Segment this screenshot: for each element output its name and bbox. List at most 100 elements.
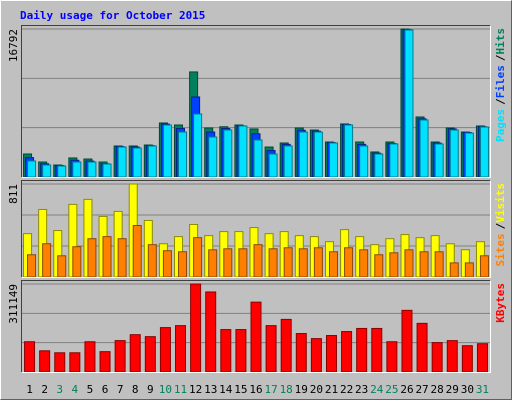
bar: [238, 248, 248, 278]
panel-border-dark: [21, 25, 491, 178]
x-tick-label: 7: [117, 383, 124, 396]
bar: [129, 334, 141, 373]
bar: [132, 147, 142, 178]
bar: [102, 236, 112, 278]
bar: [117, 146, 127, 178]
legend: Sites /Visits: [494, 183, 507, 267]
bar: [178, 131, 188, 178]
bar: [371, 327, 383, 373]
x-tick-label: 14: [219, 383, 233, 396]
bar: [374, 153, 384, 178]
bar: [328, 251, 338, 278]
bar: [283, 145, 293, 178]
x-tick-label: 27: [415, 383, 428, 396]
bar: [99, 351, 111, 373]
x-tick-label: 12: [189, 383, 202, 396]
y-tick-label: 811: [7, 184, 20, 204]
bar: [87, 238, 97, 278]
legend-entry: Pages: [494, 109, 507, 142]
bar: [404, 249, 414, 278]
legend: Pages/Files/Hits: [494, 28, 507, 142]
bar: [344, 247, 354, 278]
bar: [27, 160, 37, 178]
bar: [268, 248, 278, 278]
bar: [298, 131, 308, 178]
bar: [147, 244, 157, 278]
bar: [265, 325, 277, 373]
bar: [235, 329, 247, 373]
bar: [102, 163, 112, 178]
x-tick-label: 13: [204, 383, 217, 396]
bar: [464, 132, 474, 178]
x-tick-label: 20: [310, 383, 323, 396]
bar: [313, 131, 323, 178]
x-tick-label: 16: [249, 383, 262, 396]
panel-border-light: [21, 25, 491, 178]
bar: [208, 249, 218, 278]
x-tick-label: 10: [159, 383, 172, 396]
chart-title: Daily usage for October 2015: [20, 9, 205, 22]
x-tick-label: 23: [355, 383, 368, 396]
bar: [69, 352, 81, 373]
bar: [42, 243, 52, 278]
bar: [162, 124, 172, 178]
bar: [479, 255, 489, 278]
bar: [476, 343, 488, 373]
legend-entry: Files: [494, 65, 507, 98]
bar: [283, 247, 293, 278]
bar: [356, 327, 368, 373]
bar: [253, 139, 263, 178]
bar: [401, 309, 413, 373]
x-tick-label: 19: [295, 383, 308, 396]
x-tick-label: 6: [102, 383, 109, 396]
bar: [268, 153, 278, 178]
bar: [434, 143, 444, 178]
bar: [190, 283, 202, 373]
panel-border-dark: [21, 180, 491, 278]
x-tick-label: 2: [41, 383, 48, 396]
legend-entry: KBytes: [494, 283, 507, 323]
bar: [27, 254, 37, 278]
x-tick-label: 28: [431, 383, 444, 396]
x-tick-label: 24: [370, 383, 384, 396]
bar: [310, 338, 322, 373]
x-tick-label: 11: [174, 383, 187, 396]
y-tick-label: 16792: [7, 29, 20, 62]
panel-border-light: [21, 180, 491, 278]
x-tick-label: 9: [147, 383, 154, 396]
x-tick-label: 1: [26, 383, 33, 396]
bar: [431, 342, 443, 373]
bar: [434, 251, 444, 278]
bar: [72, 246, 82, 278]
bar: [328, 142, 338, 178]
bar: [238, 125, 248, 178]
bar: [39, 350, 51, 373]
bar: [72, 161, 82, 178]
bar: [446, 340, 458, 373]
bar: [193, 237, 203, 278]
bar: [416, 322, 428, 373]
bar: [223, 248, 233, 278]
x-tick-label: 3: [56, 383, 63, 396]
bar: [389, 252, 399, 278]
x-tick-label: 15: [234, 383, 247, 396]
bar: [144, 336, 156, 373]
x-tick-label: 22: [340, 383, 353, 396]
bar: [295, 333, 307, 373]
bar: [205, 291, 217, 373]
x-tick-label: 5: [87, 383, 94, 396]
bar: [325, 335, 337, 373]
x-tick-label: 25: [385, 383, 398, 396]
bar: [449, 262, 459, 278]
bar: [374, 254, 384, 278]
bar: [220, 329, 232, 373]
bar: [253, 244, 263, 278]
bar: [461, 345, 473, 373]
legend-separator: /: [494, 222, 507, 229]
bar: [344, 124, 354, 178]
y-tick-label: 311149: [7, 284, 20, 324]
bar: [449, 129, 459, 178]
bar: [24, 341, 36, 373]
bar: [57, 165, 67, 178]
